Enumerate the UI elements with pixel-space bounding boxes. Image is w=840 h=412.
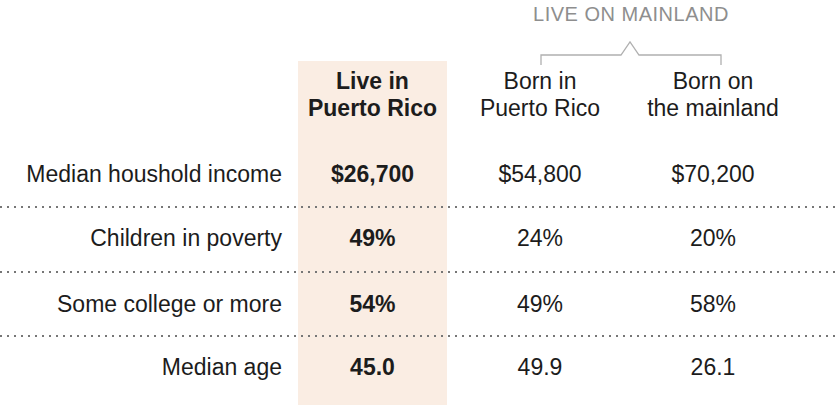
cell-value: 58%	[635, 290, 791, 318]
cell-value: 49%	[298, 224, 447, 252]
cell-value: $54,800	[462, 160, 618, 188]
column-header-live-in-puerto-rico: Live in Puerto Rico	[298, 68, 447, 122]
row-label-children-in-poverty: Children in poverty	[0, 224, 282, 252]
column-header-line: Live in	[298, 68, 447, 95]
cell-value: 20%	[635, 224, 791, 252]
cell-value: 54%	[298, 290, 447, 318]
column-header-line: Puerto Rico	[298, 95, 447, 122]
column-header-born-on-the-mainland: Born on the mainland	[635, 68, 791, 122]
row-label-median-houshold-income: Median houshold income	[0, 160, 282, 188]
column-header-line: Born on	[635, 68, 791, 95]
cell-value: $70,200	[635, 160, 791, 188]
column-header-line: the mainland	[635, 95, 791, 122]
bracket-icon	[540, 40, 722, 66]
dotted-row-separator	[0, 335, 840, 337]
cell-value: 49.9	[462, 353, 618, 381]
cell-value: $26,700	[298, 160, 447, 188]
column-group-header: LIVE ON MAINLAND	[455, 3, 807, 26]
column-header-born-in-puerto-rico: Born in Puerto Rico	[462, 68, 618, 122]
dotted-row-separator	[0, 271, 840, 273]
cell-value: 45.0	[298, 353, 447, 381]
dotted-row-separator	[0, 206, 840, 208]
row-label-median-age: Median age	[0, 353, 282, 381]
column-header-line: Puerto Rico	[462, 95, 618, 122]
row-label-some-college-or-more: Some college or more	[0, 290, 282, 318]
comparison-table: LIVE ON MAINLAND Live in Puerto Rico Bor…	[0, 0, 840, 412]
cell-value: 24%	[462, 224, 618, 252]
column-header-line: Born in	[462, 68, 618, 95]
cell-value: 49%	[462, 290, 618, 318]
cell-value: 26.1	[635, 353, 791, 381]
